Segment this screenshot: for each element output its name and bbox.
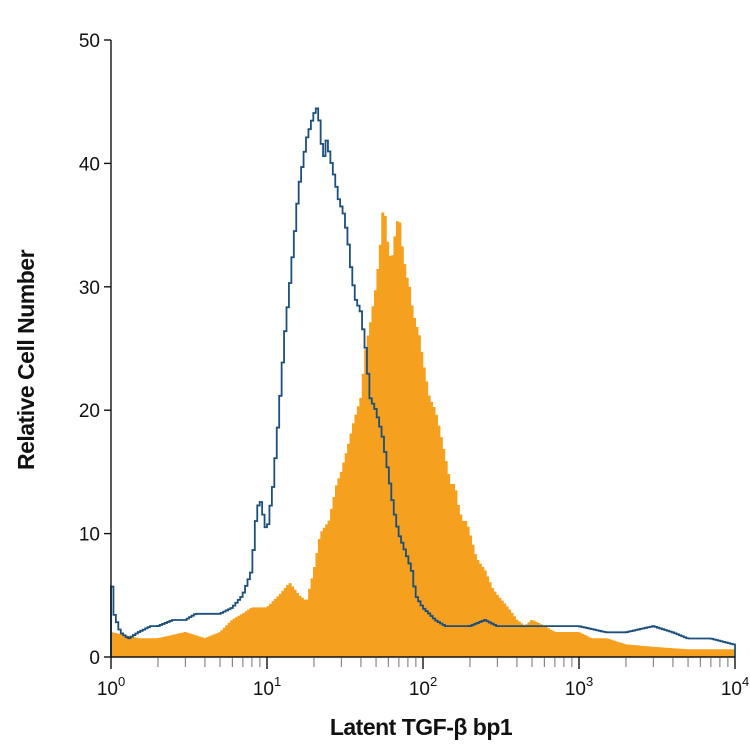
x-tick-label: 104: [721, 674, 749, 700]
y-tick-label: 10: [79, 525, 100, 546]
y-axis-title: Relative Cell Number: [13, 249, 39, 470]
y-tick-label: 40: [79, 154, 100, 175]
x-axis-title: Latent TGF-β bp1: [330, 714, 513, 740]
y-tick-label: 30: [79, 278, 100, 299]
x-tick-label: 103: [565, 674, 593, 700]
x-tick-label: 101: [253, 674, 281, 700]
axes-layer: 0 10 20 30 40 50 100 101 102 103 104: [79, 31, 749, 700]
series-layer: [110, 107, 736, 658]
y-tick-label: 0: [89, 648, 100, 669]
y-tick-label: 20: [79, 401, 100, 422]
series-outline-histogram: [110, 107, 736, 657]
series-filled-histogram: [110, 212, 736, 658]
x-tick-label: 100: [97, 674, 125, 700]
y-tick-label: 50: [79, 31, 100, 52]
x-tick-label: 102: [409, 674, 437, 700]
